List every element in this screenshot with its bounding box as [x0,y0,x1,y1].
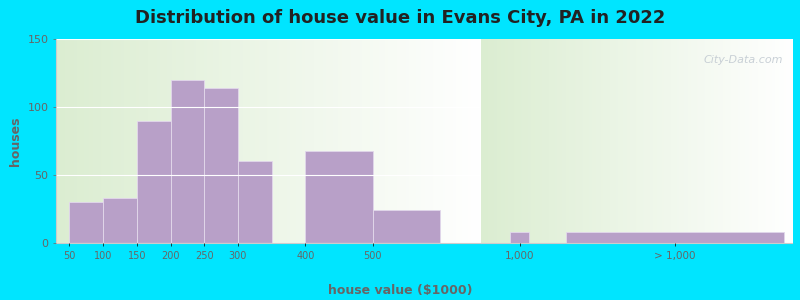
Bar [137,121,170,243]
Bar [373,210,440,243]
Bar [373,210,440,243]
Text: City-Data.com: City-Data.com [703,55,782,65]
Bar [510,232,530,243]
Bar [103,198,137,243]
Bar [204,88,238,243]
Bar [70,202,103,243]
Text: Distribution of house value in Evans City, PA in 2022: Distribution of house value in Evans Cit… [135,9,665,27]
Bar [170,80,204,243]
Bar [70,202,103,243]
Text: house value ($1000): house value ($1000) [328,284,472,297]
Bar [306,151,373,243]
Bar [306,151,373,243]
Bar [137,121,170,243]
Bar [566,232,784,243]
Bar [510,232,530,243]
Bar [170,80,204,243]
Bar [566,232,784,243]
Bar [103,198,137,243]
Y-axis label: houses: houses [9,116,22,166]
Bar [238,161,272,243]
Bar [204,88,238,243]
Bar [238,161,272,243]
